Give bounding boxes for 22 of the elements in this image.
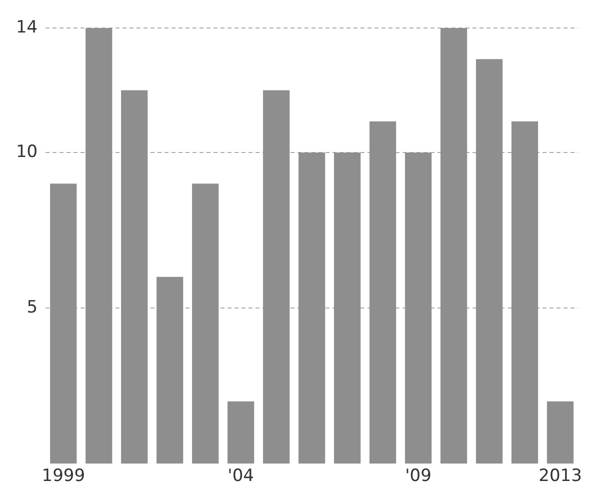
x-tick-label: 1999 [42,466,86,486]
bar [121,90,148,464]
x-tick-label: 2013 [538,466,582,486]
x-tick-label: '09 [405,466,432,486]
bar [156,276,184,464]
x-tick-label: '04 [228,466,254,486]
y-tick-label: 10 [16,142,38,162]
bar [440,28,468,464]
bar [404,152,432,464]
bar [192,184,219,464]
bar [369,121,396,464]
bar [263,90,290,464]
bar [476,59,503,464]
bar [511,121,538,464]
bar [546,401,574,464]
y-tick-label: 5 [26,297,38,318]
bar [86,28,112,464]
y-tick-label: 14 [16,17,38,38]
bar [50,184,77,464]
bar [298,152,326,464]
bar [228,401,254,464]
bar [334,152,361,464]
